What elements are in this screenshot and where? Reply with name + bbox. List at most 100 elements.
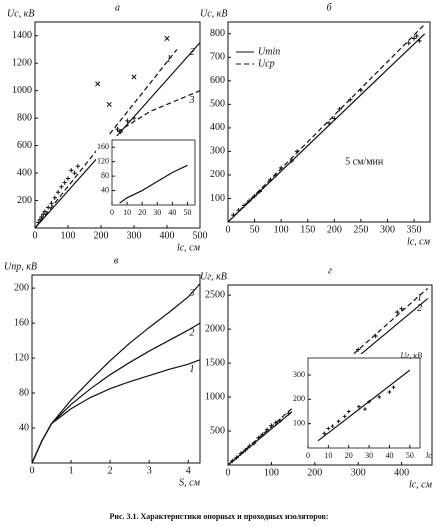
data-point (62, 180, 67, 185)
data-point (164, 35, 170, 42)
x-tick-label: 30 (153, 208, 161, 217)
data-point (336, 419, 341, 424)
data-point (75, 164, 81, 169)
y-tick-label: 80 (101, 171, 109, 180)
plot-frame (307, 357, 421, 449)
data-point (391, 385, 396, 389)
panel-title: в (114, 255, 119, 266)
y-tick-label: 200 (210, 169, 225, 180)
plot-frame (227, 284, 433, 466)
x-axis-label: lс, см (177, 242, 201, 253)
data-point (395, 309, 400, 315)
y-tick-label: 1000 (205, 391, 225, 402)
data-point (399, 306, 404, 311)
x-tick-label: 0 (33, 230, 38, 241)
x-tick-label: 400 (394, 467, 409, 478)
x-tick-label: 250 (353, 224, 368, 235)
x-tick-label: 500 (193, 230, 208, 241)
data-point (363, 407, 367, 411)
x-tick-label: 300 (351, 467, 366, 478)
y-tick-label: 1400 (12, 30, 32, 41)
data-point (414, 33, 419, 39)
y-tick-label: 100 (210, 193, 225, 204)
x-tick-label: 350 (407, 224, 422, 235)
x-tick-label: 300 (380, 224, 395, 235)
data-point (342, 414, 347, 419)
data-line (31, 283, 201, 464)
x-tick-label: 50 (406, 451, 414, 460)
data-point (69, 168, 74, 173)
data-point (131, 74, 137, 80)
y-tick-label: 300 (293, 370, 305, 379)
x-tick-label: 20 (345, 451, 353, 460)
data-point (411, 36, 417, 41)
data-point (356, 347, 361, 352)
plot-frame (34, 21, 201, 229)
x-tick-label: 1 (69, 465, 74, 476)
x-axis-label: lс, см (409, 479, 433, 490)
x-tick-label: 3 (147, 465, 152, 476)
y-tick-label: 700 (210, 52, 225, 63)
x-tick-label: 20 (138, 208, 146, 217)
annotation: 5 см/мин (345, 156, 384, 167)
data-line (227, 287, 429, 466)
x-tick-label: 50 (183, 208, 191, 217)
data-line (31, 359, 201, 464)
y-tick-label: 160 (97, 142, 109, 151)
x-axis-label: lс, см (407, 236, 431, 247)
data-point (322, 431, 327, 436)
data-point (55, 190, 61, 195)
data-point (49, 201, 54, 206)
y-axis-label: Uпр, кВ (4, 261, 37, 272)
x-tick-label: 0 (30, 465, 35, 476)
y-tick-label: 800 (17, 112, 32, 123)
y-tick-label: 80 (19, 387, 29, 398)
x-tick-label: 200 (307, 467, 322, 478)
data-point (326, 426, 331, 431)
y-axis-label: Uс, кВ (200, 8, 227, 19)
x-tick-label: 4 (186, 465, 191, 476)
x-tick-label: 40 (168, 208, 176, 217)
y-axis-label: Uс, кВ (7, 8, 34, 19)
x-tick-label: 300 (127, 230, 142, 241)
inset: 0 10 20 30 40 50 100 200 300 lс Uг, кВ (292, 351, 432, 460)
caption: Рис. 3.1. Характеристики опорных и прохо… (109, 512, 328, 521)
x-tick-label: 30 (365, 451, 373, 460)
legend-label: Uср (258, 58, 275, 69)
y-tick-label: 500 (210, 425, 225, 436)
data-line (31, 322, 201, 464)
y-tick-label: 40 (101, 185, 109, 194)
data-point (95, 81, 101, 87)
inset: 0 10 20 30 40 50 40 80 120 160 (96, 136, 199, 217)
line-label: 1 (417, 293, 422, 304)
panel-title: б (326, 2, 332, 13)
plot-frame (31, 274, 201, 464)
line-label: 2 (190, 327, 195, 338)
panel: 0 1 2 3 4 40 80 120 160 200 в S, см Uпр, кВ 1 2 3 (4, 255, 201, 488)
x-tick-label: 40 (385, 451, 393, 460)
y-tick-label: 200 (14, 282, 29, 293)
plot-frame (111, 139, 196, 206)
data-point (42, 209, 48, 214)
data-line (119, 164, 188, 204)
x-axis-label: S, см (179, 477, 200, 488)
y-tick-label: 500 (210, 99, 225, 110)
data-point (273, 420, 278, 426)
y-tick-label: 800 (210, 28, 225, 39)
x-tick-label: 100 (264, 467, 279, 478)
data-line (227, 23, 426, 223)
y-tick-label: 600 (17, 140, 32, 151)
x-tick-label: 0 (110, 208, 114, 217)
data-point (346, 409, 351, 414)
line-label: 3 (189, 95, 195, 106)
x-tick-label: 10 (123, 208, 131, 217)
data-point (406, 40, 411, 46)
y-tick-label: 1500 (205, 357, 225, 368)
y-axis-label: Uг, кВ (400, 351, 422, 360)
data-point (387, 390, 392, 394)
line-label: 1 (190, 364, 195, 375)
y-tick-label: 160 (14, 317, 29, 328)
x-tick-label: 0 (226, 467, 231, 478)
data-point (125, 118, 130, 124)
